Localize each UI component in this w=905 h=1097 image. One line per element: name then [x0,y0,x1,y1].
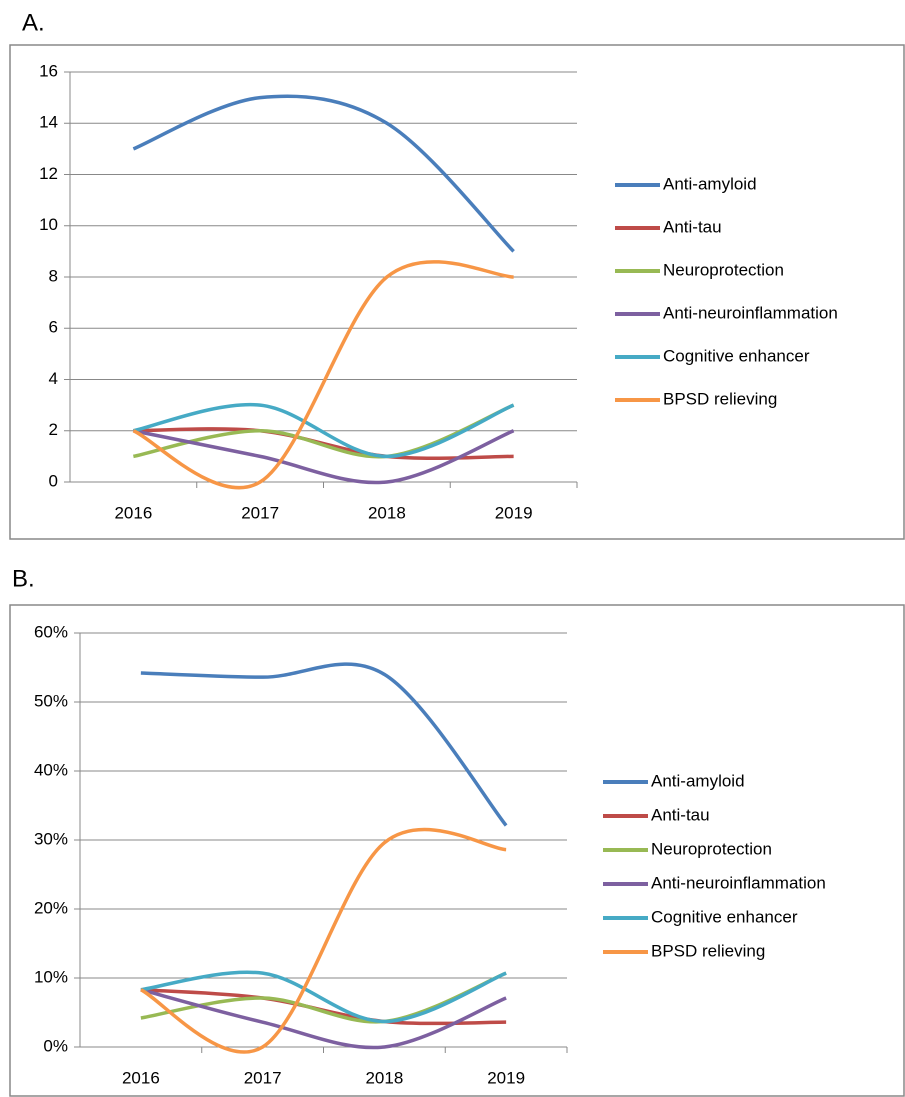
y-tick-label: 10% [34,967,68,986]
series-line [132,260,514,490]
legend-label: Anti-amyloid [651,771,745,790]
x-tick-label: 2016 [114,503,152,522]
legend-label: Neuroprotection [663,260,784,279]
y-tick-label: 0 [49,471,58,490]
panel-label: A. [22,9,45,36]
panel-label: B. [12,565,35,592]
legend-label: Anti-tau [663,217,722,236]
x-tick-label: 2019 [487,1068,525,1087]
series-line [140,988,507,1050]
x-tick-label: 2017 [241,503,279,522]
panel-frame [9,604,905,1097]
series-line [132,94,515,253]
series-line [133,402,515,459]
y-tick-label: 10 [39,215,58,234]
series-line [133,429,515,485]
legend-label: Anti-neuroinflammation [651,873,826,892]
y-tick-label: 40% [34,760,68,779]
legend-label: BPSD relieving [651,941,765,960]
y-tick-label: 8 [49,266,58,285]
y-tick-label: 30% [34,829,68,848]
x-tick-label: 2017 [244,1068,282,1087]
y-tick-label: 12 [39,164,58,183]
x-tick-label: 2016 [122,1068,160,1087]
y-tick-label: 16 [39,61,58,80]
panel-frame [9,44,905,540]
y-tick-label: 6 [49,318,58,337]
legend-label: Cognitive enhancer [651,907,798,926]
legend-label: Neuroprotection [651,839,772,858]
y-tick-label: 2 [49,420,58,439]
legend-label: Cognitive enhancer [663,346,810,365]
series-line [140,827,507,1054]
x-tick-label: 2018 [365,1068,403,1087]
y-tick-label: 4 [49,369,58,388]
legend-label: Anti-neuroinflammation [663,303,838,322]
y-tick-label: 50% [34,691,68,710]
series-line [140,970,507,1024]
y-tick-label: 14 [39,113,58,132]
y-tick-label: 0% [43,1036,68,1055]
x-tick-label: 2019 [495,503,533,522]
legend-label: Anti-amyloid [663,174,757,193]
y-tick-label: 60% [34,622,68,641]
legend-label: BPSD relieving [663,389,777,408]
x-tick-label: 2018 [368,503,406,522]
y-tick-label: 20% [34,898,68,917]
legend-label: Anti-tau [651,805,710,824]
series-line [140,662,508,827]
